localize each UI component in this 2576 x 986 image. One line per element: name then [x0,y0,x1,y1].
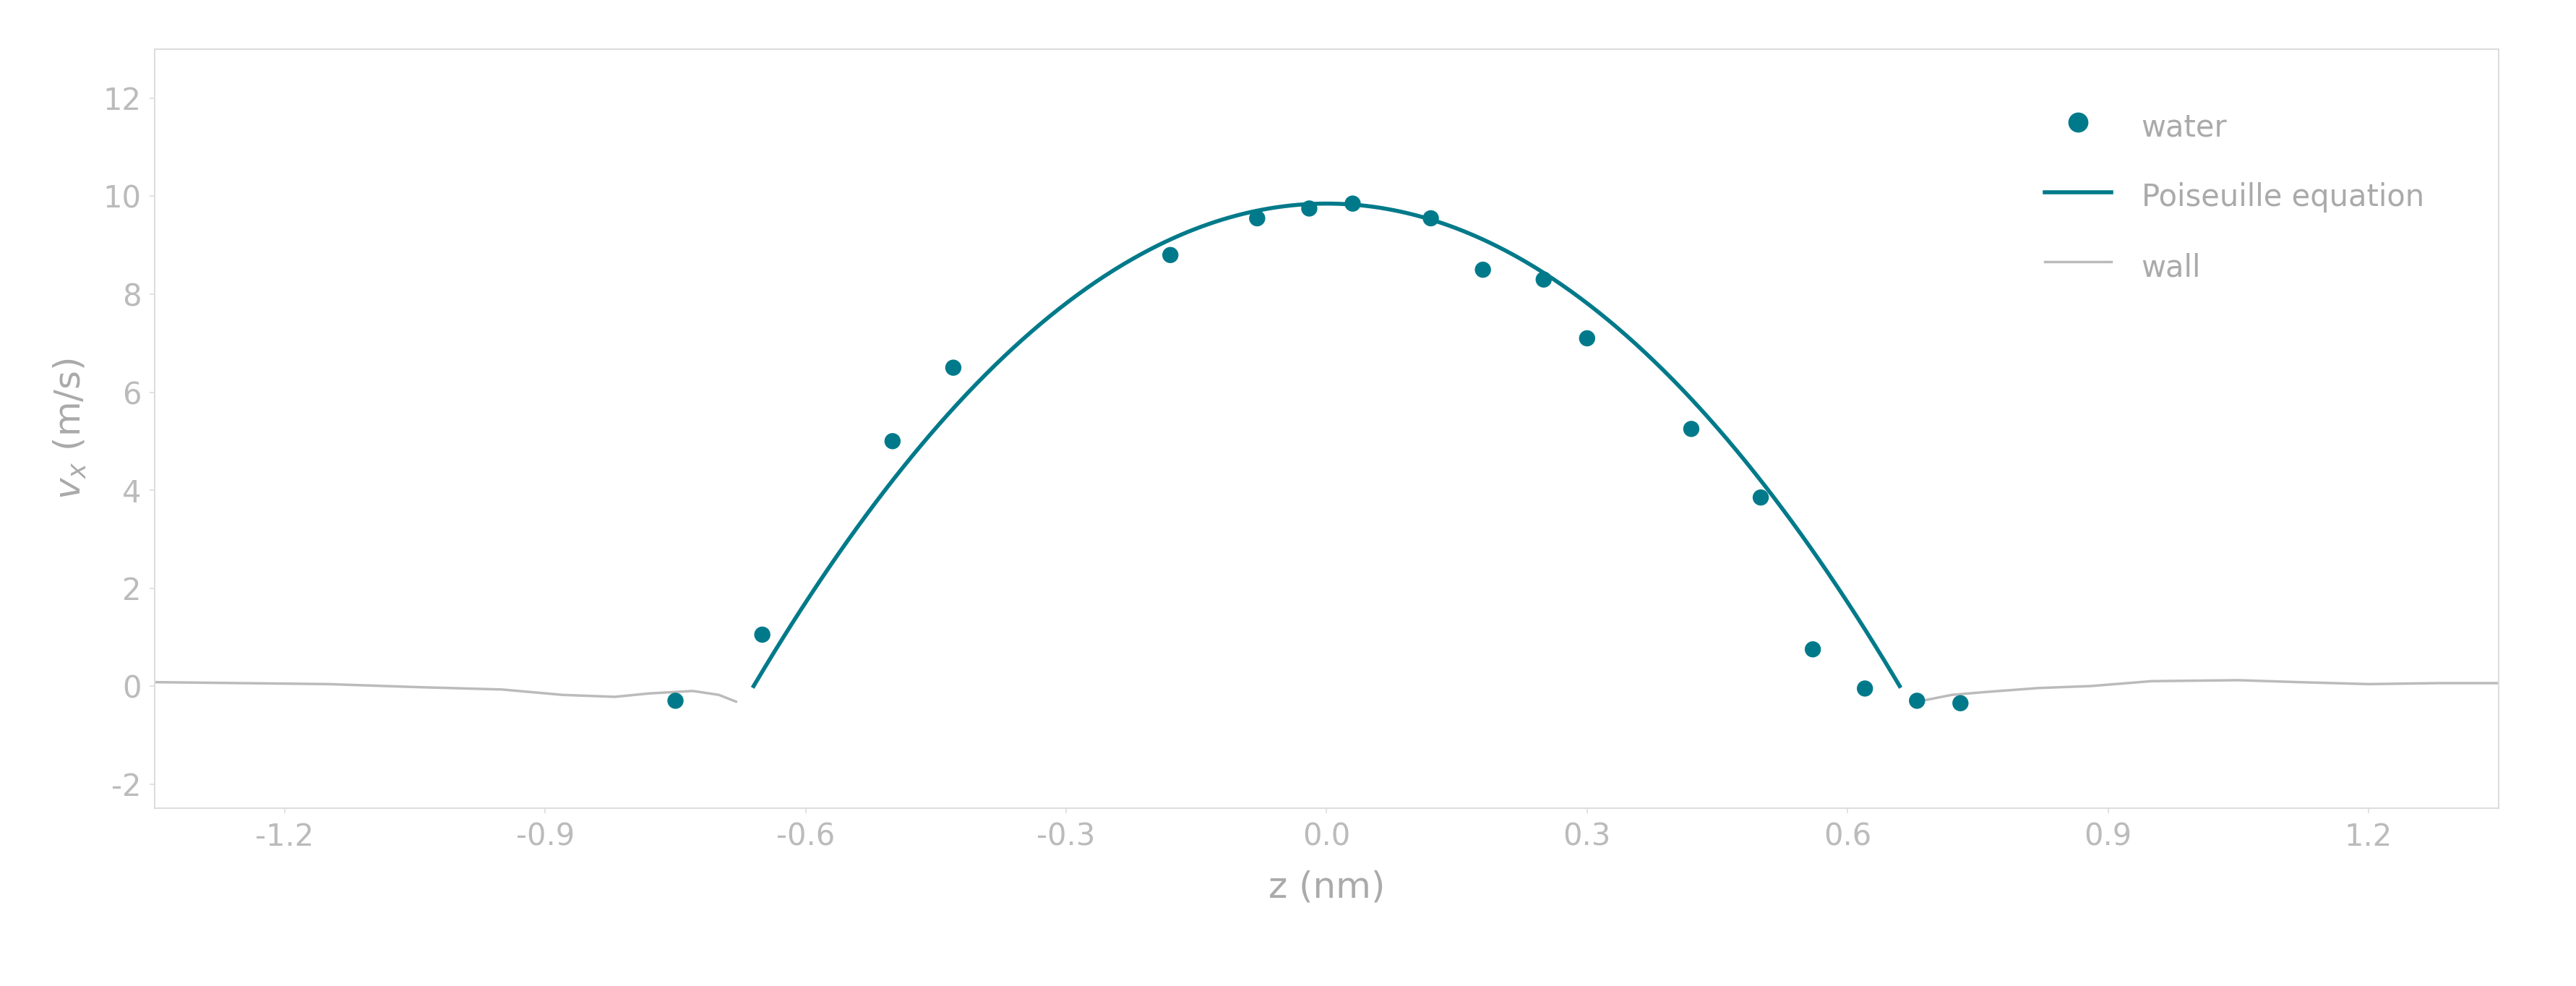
Point [1844,680,1886,696]
Point [1940,695,1981,711]
Point [933,360,974,376]
Point [1672,421,1713,437]
Point [654,693,696,709]
Legend: water, Poiseuille equation, wall: water, Poiseuille equation, wall [2009,72,2460,320]
Point [1332,195,1373,211]
Point [1741,490,1783,506]
Point [871,433,912,449]
Point [1566,330,1607,346]
Point [742,627,783,643]
Point [1288,200,1329,216]
Point [1793,642,1834,658]
Point [1522,271,1564,287]
Point [1149,247,1190,263]
X-axis label: z (nm): z (nm) [1267,870,1386,905]
Y-axis label: $\mathit{v}_x$ (m/s): $\mathit{v}_x$ (m/s) [52,358,88,500]
Point [1409,210,1450,226]
Point [1896,693,1937,709]
Point [1463,262,1504,278]
Point [1236,210,1278,226]
